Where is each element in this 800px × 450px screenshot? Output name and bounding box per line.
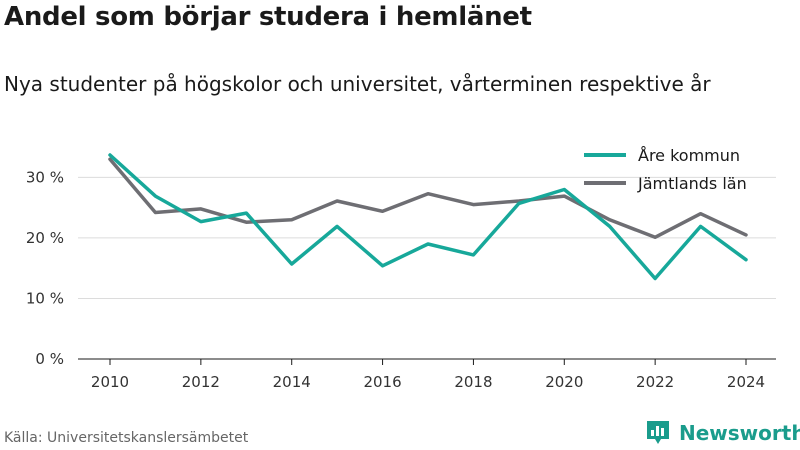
- source-note: Källa: Universitetskanslersämbetet: [4, 430, 249, 446]
- y-tick-label: 20 %: [26, 229, 64, 247]
- x-axis: 2010 2012 2014 2016 2018 2020 2022 2024: [78, 358, 776, 391]
- legend-label: Åre kommun: [638, 146, 740, 165]
- series-line-jamtlands-lan: [108, 157, 748, 240]
- newsworthy-logo-icon: [647, 421, 669, 444]
- x-tick-label: 2022: [636, 373, 674, 391]
- newsworthy-logo: Newsworthy: [645, 419, 800, 447]
- y-tick-label: 30 %: [26, 168, 64, 186]
- series-lines: [108, 153, 748, 281]
- legend: Åre kommun Jämtlands län: [584, 146, 747, 193]
- legend-label: Jämtlands län: [637, 174, 747, 193]
- gridlines: [78, 176, 776, 299]
- series-line-are-kommun: [108, 153, 748, 281]
- chart-title: Andel som börjar studera i hemlänet: [4, 2, 532, 32]
- x-tick-label: 2024: [727, 373, 765, 391]
- y-tick-label: 0 %: [35, 350, 64, 368]
- x-tick-label: 2020: [545, 373, 583, 391]
- x-tick-label: 2016: [363, 373, 401, 391]
- y-axis-tick-labels: 0 % 10 % 20 % 30 %: [26, 168, 64, 368]
- x-tick-label: 2012: [182, 373, 220, 391]
- x-tick-label: 2010: [91, 373, 129, 391]
- brand-name: Newsworthy: [679, 421, 800, 445]
- chart-subtitle: Nya studenter på högskolor och universit…: [4, 72, 711, 96]
- x-tick-label: 2014: [273, 373, 311, 391]
- x-tick-label: 2018: [454, 373, 492, 391]
- y-tick-label: 10 %: [26, 289, 64, 307]
